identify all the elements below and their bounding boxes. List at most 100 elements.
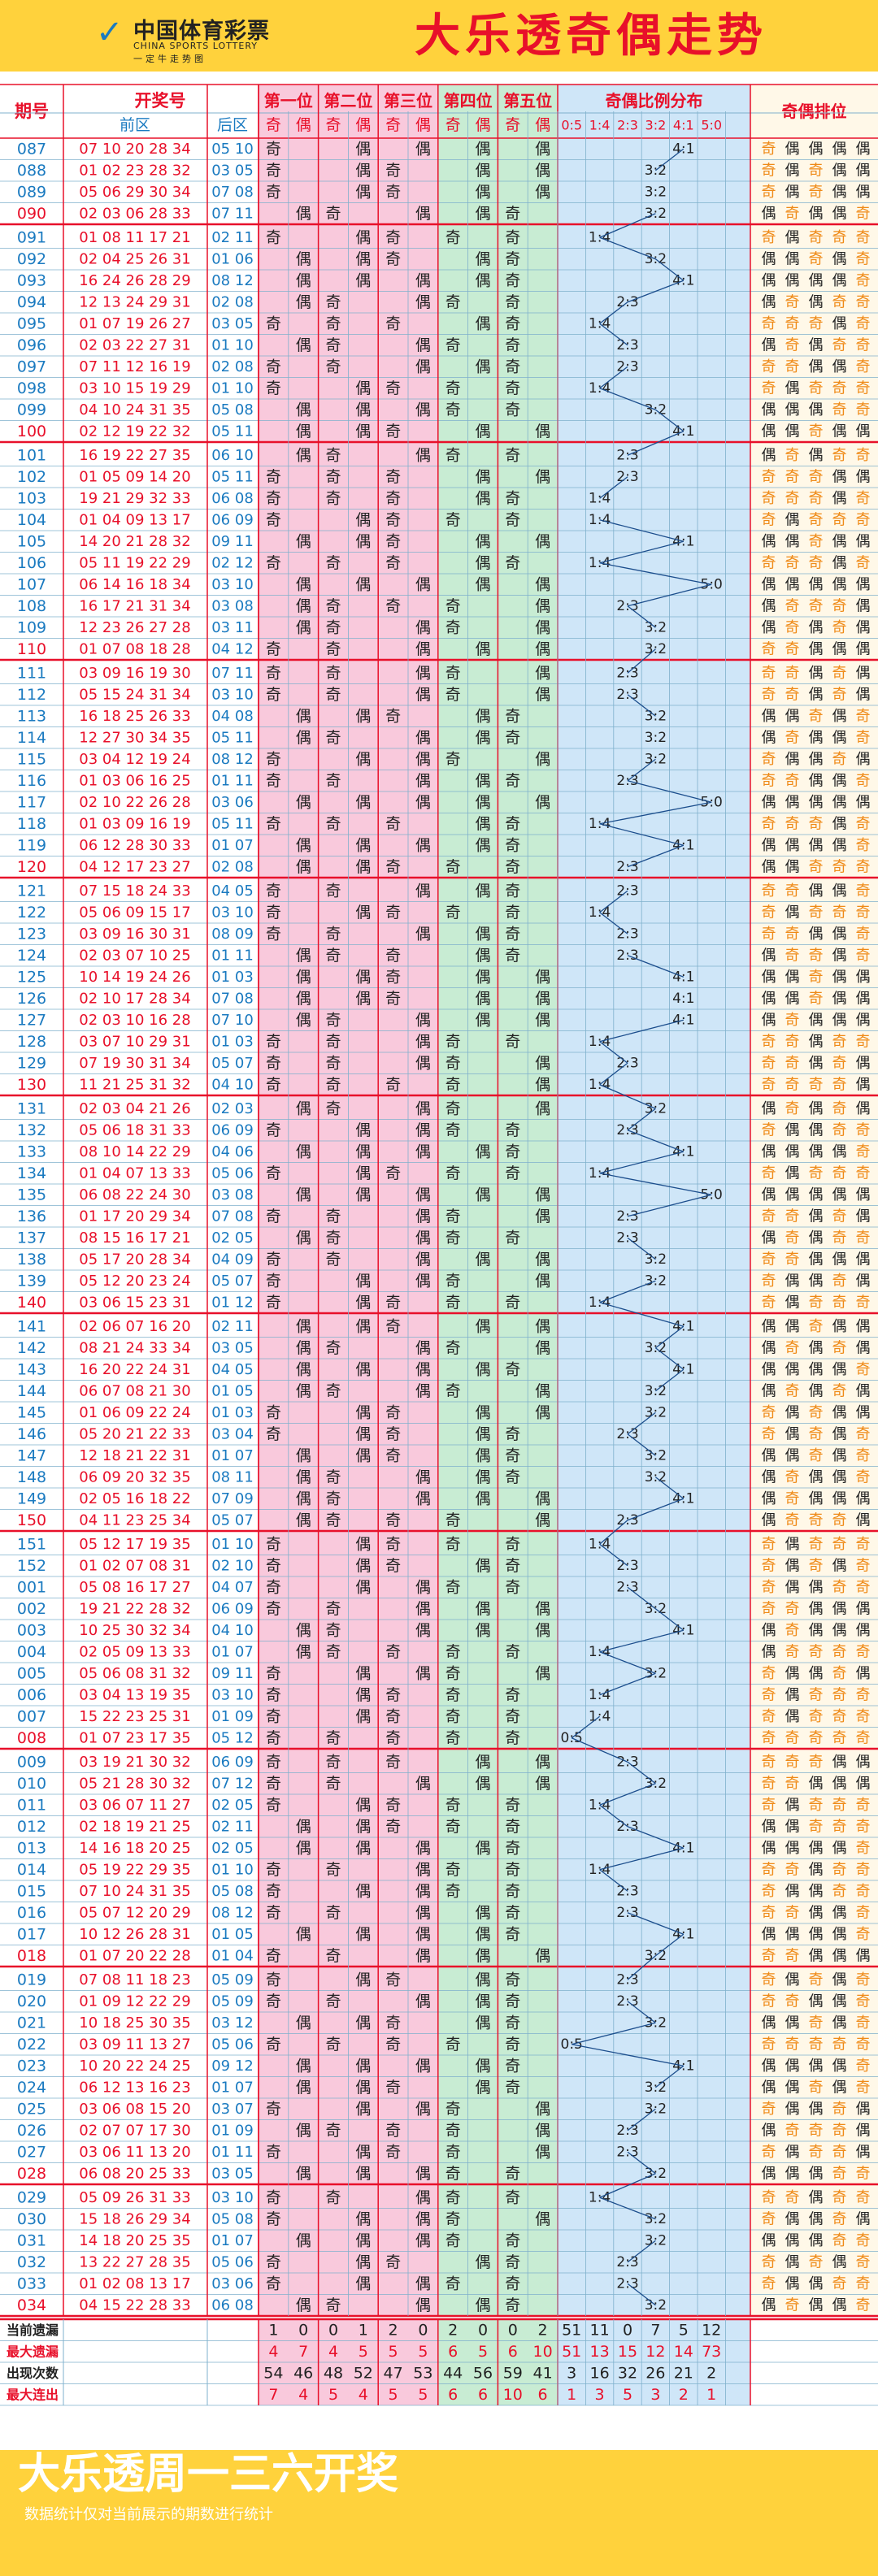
order-mark: 偶 — [785, 1143, 800, 1160]
stats-value: 3 — [567, 2364, 576, 2382]
order-mark: 偶 — [856, 1511, 871, 1529]
order-mark: 奇 — [785, 686, 800, 703]
even-mark: 偶 — [296, 2231, 311, 2249]
order-mark: 奇 — [856, 1294, 871, 1311]
order-mark: 偶 — [809, 1861, 824, 1878]
order-mark: 奇 — [762, 772, 776, 789]
odd-mark: 奇 — [325, 1208, 341, 1225]
order-mark: 偶 — [785, 1840, 800, 1857]
odd-mark: 奇 — [325, 1511, 341, 1529]
order-mark: 奇 — [856, 1033, 871, 1050]
issue-number: 029 — [17, 2188, 46, 2206]
back-numbers: 05 09 — [211, 1971, 254, 1988]
odd-mark: 奇 — [446, 904, 461, 922]
order-mark: 奇 — [785, 1229, 800, 1247]
issue-number: 120 — [17, 858, 46, 876]
logo-slogan-text: 一定牛走势图 — [133, 54, 206, 64]
order-mark: 偶 — [762, 1143, 776, 1160]
order-mark: 偶 — [832, 554, 847, 571]
order-mark: 奇 — [762, 1775, 776, 1792]
stats-value: 15 — [618, 2343, 637, 2361]
ratio-trend-line — [627, 1586, 656, 1610]
issue-number: 115 — [17, 750, 46, 768]
order-mark: 奇 — [785, 554, 800, 571]
even-mark: 偶 — [475, 2014, 490, 2032]
order-mark: 偶 — [832, 1143, 847, 1160]
even-mark: 偶 — [296, 401, 311, 418]
even-mark: 偶 — [475, 947, 490, 965]
issue-number: 098 — [17, 379, 46, 397]
even-mark: 偶 — [415, 1578, 431, 1596]
odd-mark: 奇 — [446, 1121, 461, 1139]
order-mark: 奇 — [809, 533, 824, 550]
order-mark: 偶 — [762, 1447, 776, 1464]
back-numbers: 04 05 — [211, 1361, 254, 1378]
even-mark: 偶 — [355, 1707, 371, 1725]
order-mark: 奇 — [832, 1861, 847, 1878]
order-mark: 奇 — [832, 665, 847, 682]
order-mark: 奇 — [856, 815, 871, 832]
even-mark: 偶 — [475, 1947, 490, 1965]
order-mark: 偶 — [785, 794, 800, 811]
stats-value: 14 — [674, 2343, 693, 2361]
stats-value: 3 — [595, 2386, 605, 2404]
order-mark: 偶 — [832, 141, 847, 158]
back-numbers: 01 05 — [211, 1382, 254, 1399]
front-numbers: 15 18 26 29 34 — [79, 2210, 190, 2227]
order-mark: 奇 — [762, 1055, 776, 1072]
front-numbers: 01 07 08 18 28 — [79, 640, 190, 657]
order-mark: 奇 — [762, 511, 776, 528]
odd-mark: 奇 — [505, 358, 520, 375]
order-mark: 奇 — [762, 2189, 776, 2206]
order-mark: 奇 — [785, 490, 800, 507]
front-numbers: 02 03 04 21 26 — [79, 1100, 190, 1117]
even-mark: 偶 — [475, 1360, 490, 1378]
order-mark: 偶 — [856, 2210, 871, 2227]
order-mark: 偶 — [762, 990, 776, 1007]
front-numbers: 01 07 20 22 28 — [79, 1947, 190, 1964]
odd-mark: 奇 — [385, 597, 401, 615]
order-mark: 奇 — [762, 2253, 776, 2270]
even-mark: 偶 — [355, 1143, 371, 1160]
order-mark: 奇 — [785, 447, 800, 464]
order-mark: 偶 — [809, 293, 824, 310]
ratio-trend-line — [599, 519, 684, 542]
footer-note: 数据统计仅对当前展示的期数进行统计 — [24, 2506, 273, 2523]
odd-mark: 奇 — [505, 1839, 520, 1857]
issue-number: 147 — [17, 1446, 46, 1464]
even-mark: 偶 — [296, 2057, 311, 2075]
odd-mark: 奇 — [266, 925, 281, 943]
odd-mark: 奇 — [325, 314, 341, 332]
even-mark: 偶 — [535, 140, 550, 158]
issue-number: 018 — [17, 1947, 46, 1965]
order-mark: 偶 — [856, 794, 871, 811]
odd-mark: 奇 — [325, 336, 341, 354]
order-mark: 奇 — [856, 1425, 871, 1442]
front-numbers: 01 06 09 22 24 — [79, 1404, 190, 1421]
even-mark: 偶 — [535, 1011, 550, 1029]
order-mark: 偶 — [809, 1775, 824, 1792]
back-numbers: 05 08 — [211, 2210, 254, 2227]
ratio-trend-line — [599, 801, 712, 825]
order-mark: 奇 — [809, 1536, 824, 1553]
order-mark: 偶 — [809, 1251, 824, 1268]
even-mark: 偶 — [415, 1468, 431, 1486]
issue-number: 135 — [17, 1186, 46, 1203]
order-mark: 奇 — [856, 926, 871, 943]
odd-mark: 奇 — [325, 2036, 341, 2053]
odd-mark: 奇 — [266, 904, 281, 922]
order-mark: 奇 — [856, 2296, 871, 2314]
back-numbers: 01 11 — [211, 2144, 254, 2161]
odd-mark: 奇 — [446, 2122, 461, 2140]
issue-number: 140 — [17, 1294, 46, 1312]
order-mark: 奇 — [785, 1382, 800, 1399]
even-mark: 偶 — [296, 1317, 311, 1335]
order-mark: 奇 — [785, 1511, 800, 1529]
issue-number: 143 — [17, 1360, 46, 1378]
issue-number: 027 — [17, 2143, 46, 2161]
stats-value: 5 — [328, 2386, 338, 2404]
odd-mark: 奇 — [266, 1707, 281, 1725]
odd-mark: 奇 — [266, 1947, 281, 1965]
order-mark: 奇 — [856, 883, 871, 900]
odd-mark: 奇 — [446, 511, 461, 529]
